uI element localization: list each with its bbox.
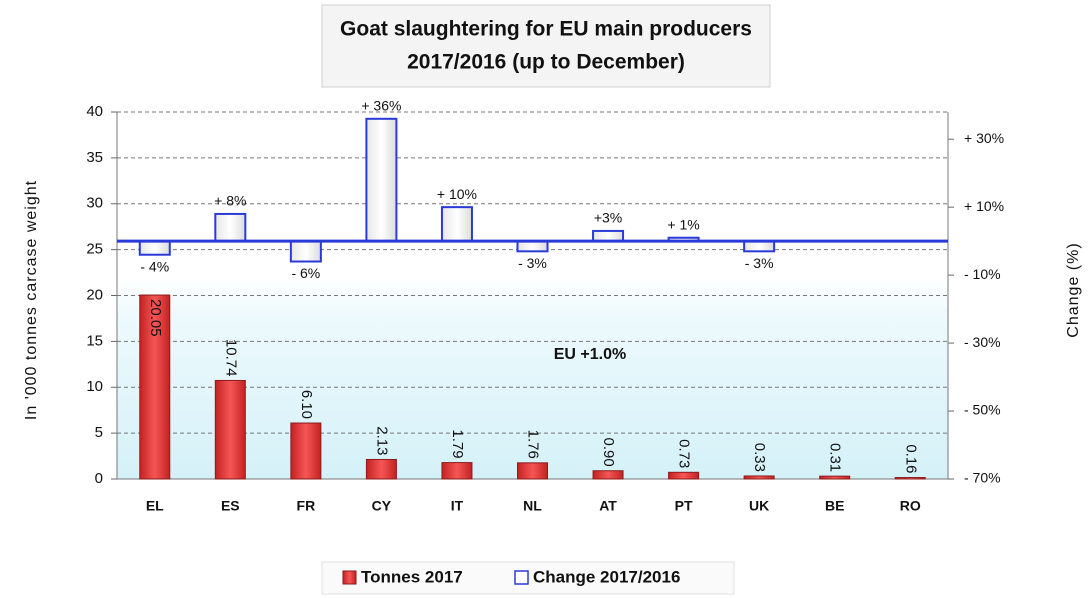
y-tick-label: 20 <box>86 286 103 303</box>
y-tick-label: 0 <box>95 470 103 487</box>
y2-tick-label: - 50% <box>964 402 1001 418</box>
data-label: 0.33 <box>751 443 768 472</box>
tonnes-bar <box>441 462 473 480</box>
data-label: 0.16 <box>902 444 919 473</box>
data-label: - 3% <box>518 255 547 271</box>
y-tick-label: 15 <box>86 332 103 349</box>
x-tick-label: BE <box>825 498 844 514</box>
chart-title: 2017/2016 (up to December) <box>407 51 685 74</box>
x-tick-label: NL <box>523 498 542 514</box>
data-label: 20.05 <box>147 299 164 337</box>
x-tick-label: PT <box>675 498 693 514</box>
tonnes-bar <box>819 475 851 480</box>
legend-swatch <box>342 570 357 585</box>
data-label: - 6% <box>291 265 320 281</box>
change-bar <box>365 117 398 243</box>
tonnes-bar <box>290 422 322 480</box>
data-label: - 4% <box>140 258 169 274</box>
data-label: 1.79 <box>449 429 466 458</box>
data-label: 10.74 <box>222 339 239 377</box>
change-bar <box>743 240 776 253</box>
legend-label: Tonnes 2017 <box>361 567 463 586</box>
change-bar <box>516 240 549 253</box>
y-tick-label: 10 <box>86 378 103 395</box>
x-tick-label: CY <box>372 498 392 514</box>
x-tick-label: FR <box>297 498 316 514</box>
y2-tick-label: + 30% <box>964 130 1004 146</box>
data-label: 0.31 <box>827 443 844 472</box>
tonnes-bar <box>894 477 926 480</box>
y-tick-label: 5 <box>95 424 103 441</box>
y2-axis-title: Change (%) <box>1065 242 1082 337</box>
y-tick-label: 40 <box>86 103 103 120</box>
y-tick-label: 30 <box>86 195 103 212</box>
x-tick-label: AT <box>599 498 617 514</box>
data-label: 6.10 <box>298 390 315 419</box>
y-axis-title: In '000 tonnes carcase weight <box>23 180 40 420</box>
x-tick-label: IT <box>451 498 464 514</box>
x-tick-label: RO <box>900 498 921 514</box>
legend-label: Change 2017/2016 <box>533 567 680 586</box>
y2-tick-label: - 30% <box>964 334 1001 350</box>
y-tick-label: 25 <box>86 241 103 258</box>
y-tick-label: 35 <box>86 149 103 166</box>
data-label: 0.73 <box>676 439 693 468</box>
chart-title: Goat slaughtering for EU main producers <box>340 18 752 41</box>
data-label: +3% <box>594 210 622 226</box>
y2-tick-label: + 10% <box>964 198 1004 214</box>
tonnes-bar <box>592 470 624 480</box>
change-bar <box>592 229 625 243</box>
tonnes-bar <box>139 294 171 480</box>
y2-tick-label: - 70% <box>964 470 1001 486</box>
x-tick-label: UK <box>749 498 769 514</box>
y2-tick-label: - 10% <box>964 266 1001 282</box>
change-bar <box>440 206 473 243</box>
annotation: EU +1.0% <box>554 346 626 363</box>
data-label: + 36% <box>361 97 401 113</box>
title-box <box>321 4 771 88</box>
data-label: 1.76 <box>525 430 542 459</box>
legend-swatch <box>514 570 529 585</box>
data-label: - 3% <box>745 255 774 271</box>
data-label: + 1% <box>667 216 699 232</box>
tonnes-bar <box>517 462 548 480</box>
data-label: + 10% <box>437 186 477 202</box>
data-label: 2.13 <box>373 426 390 455</box>
x-tick-label: EL <box>146 498 164 514</box>
change-bar <box>289 240 322 263</box>
tonnes-bar <box>365 458 397 480</box>
tonnes-bar <box>214 379 246 480</box>
data-label: 0.90 <box>600 438 617 467</box>
tonnes-bar <box>668 471 700 480</box>
tonnes-bar <box>743 475 775 480</box>
change-bar <box>138 240 171 256</box>
change-bar <box>214 212 247 243</box>
x-tick-label: ES <box>221 498 240 514</box>
data-label: + 8% <box>214 193 246 209</box>
